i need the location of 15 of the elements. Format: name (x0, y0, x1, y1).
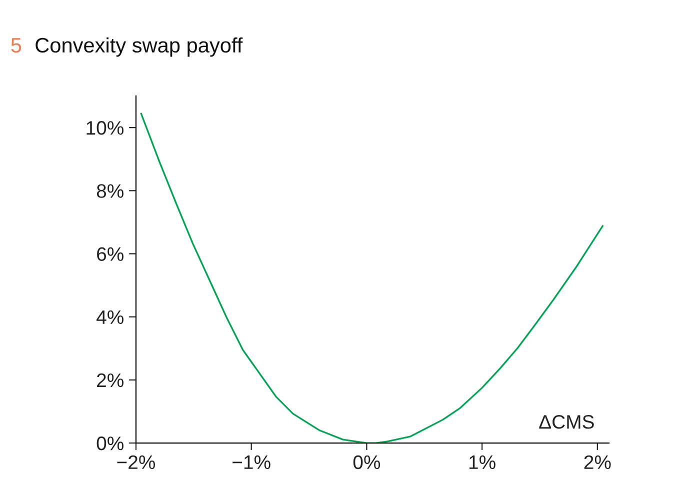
line-series (140, 112, 604, 444)
x-tick-label: −2% (117, 455, 156, 470)
y-tick-label: 0% (96, 436, 124, 450)
y-tick-label: 4% (96, 310, 124, 324)
chart-title: Convexity swap payoff (36, 37, 243, 57)
y-tick-label: 2% (97, 373, 124, 388)
x-tick-label: −1% (232, 455, 270, 470)
x-tick-label: 0% (353, 455, 380, 470)
x-tick-label: 2% (584, 455, 611, 470)
text: 5 (11, 38, 22, 53)
x-tick-label: 1% (469, 455, 496, 470)
x-axis-title: ΔCMS (539, 415, 594, 429)
y-tick-label: 8% (96, 184, 124, 198)
y-tick-label: 6% (97, 247, 124, 261)
y-tick-label: 10% (86, 121, 124, 135)
